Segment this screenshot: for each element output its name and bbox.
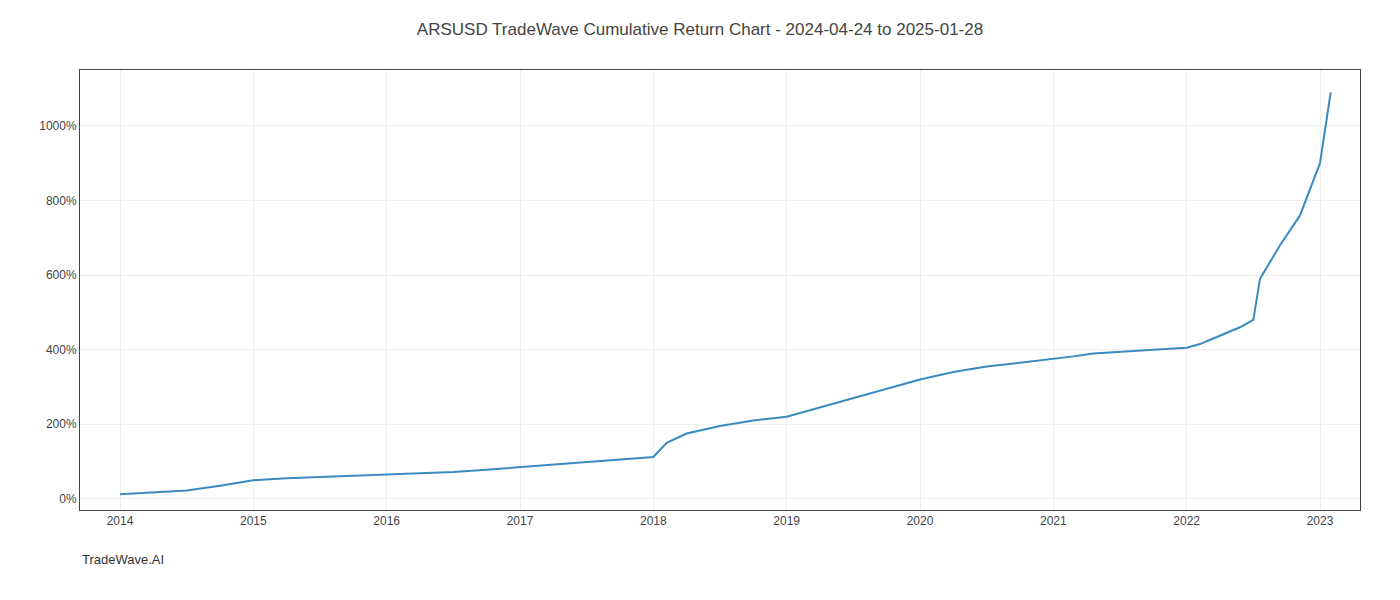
- svg-text:2016: 2016: [373, 514, 400, 528]
- svg-text:2019: 2019: [773, 514, 800, 528]
- svg-text:ARSUSD TradeWave Cumulative Re: ARSUSD TradeWave Cumulative Return Chart…: [417, 20, 983, 39]
- svg-text:2021: 2021: [1040, 514, 1067, 528]
- svg-text:TradeWave.AI: TradeWave.AI: [82, 552, 164, 567]
- svg-text:2015: 2015: [240, 514, 267, 528]
- svg-text:200%: 200%: [46, 417, 77, 431]
- svg-text:2020: 2020: [907, 514, 934, 528]
- svg-text:2022: 2022: [1173, 514, 1200, 528]
- svg-text:800%: 800%: [46, 194, 77, 208]
- svg-text:1000%: 1000%: [39, 119, 77, 133]
- svg-text:2017: 2017: [507, 514, 534, 528]
- svg-text:600%: 600%: [46, 268, 77, 282]
- svg-text:0%: 0%: [59, 492, 77, 506]
- svg-text:2018: 2018: [640, 514, 667, 528]
- svg-text:2023: 2023: [1307, 514, 1334, 528]
- svg-text:400%: 400%: [46, 343, 77, 357]
- svg-text:2014: 2014: [107, 514, 134, 528]
